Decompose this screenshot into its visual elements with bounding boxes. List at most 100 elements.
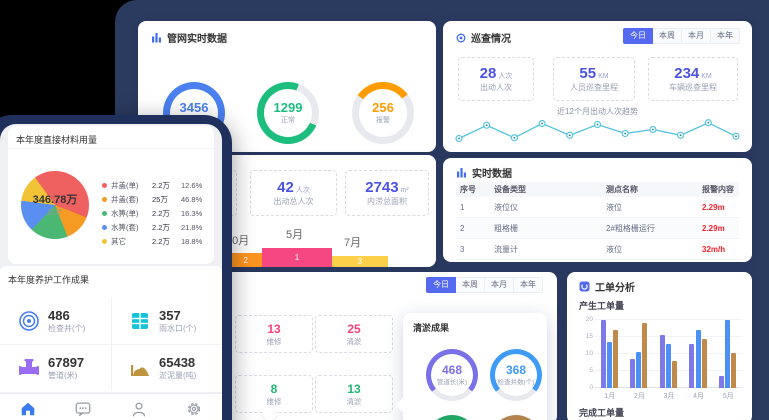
legend-name: 井盖(套) — [111, 194, 139, 204]
bar-series-purple-3月 — [659, 335, 665, 388]
legend-value: 2.2万 — [152, 222, 170, 232]
stat-unit: 人次 — [498, 73, 513, 80]
stat-label: 清淤 — [346, 336, 362, 346]
result-value: 486 — [48, 307, 70, 323]
bar-series-blue-4月 — [695, 330, 701, 388]
card-title: 管网实时数据 — [167, 34, 227, 45]
stat-box-person-km: 55 KM 人员巡查里程 — [553, 57, 635, 101]
manhole-count-gauge: 368 检查井数(个) — [490, 349, 542, 401]
tab-today[interactable]: 今日 — [623, 28, 653, 44]
col-no: 序号 — [460, 185, 476, 194]
tab-today[interactable]: 今日 — [426, 277, 456, 293]
stat-value: 28 — [479, 65, 497, 82]
legend-name: 水箅(套) — [111, 222, 139, 232]
card-title: 本年度养护工作成果 — [8, 275, 90, 285]
podium-month: 5月 — [286, 229, 304, 241]
stat-box-vehicle-km: 234 KM 车辆巡查里程 — [648, 57, 738, 101]
stat-value: 25 — [347, 321, 361, 336]
stat-unit: m² — [400, 187, 409, 194]
bar-series-purple-4月 — [689, 343, 695, 388]
bar-series-blue-1月 — [606, 342, 612, 388]
stat-label: 人员巡查里程 — [570, 83, 618, 92]
cell-alarm: 32m/h — [702, 244, 726, 254]
legend-item: 其它 2.2万 18.8% — [102, 234, 202, 248]
bar-series-tan-1月 — [612, 330, 618, 388]
legend-value: 2.2万 — [152, 208, 170, 218]
legend-item: 井盖(套) 25万 46.8% — [102, 192, 202, 206]
stat-label: 清淤 — [346, 396, 362, 406]
material-usage-card: 本年度直接材料用量 346.78万 总计 井盖(单) 2.2万 12.6% 井盖(套… — [8, 126, 214, 264]
trend-chart-title: 近12个月出动人次趋势 — [557, 107, 638, 116]
ring-value: 3456 — [179, 100, 209, 115]
patrol-period-tabs: 今日 本周 本月 本年 — [623, 28, 740, 44]
phone-screen: 本年度直接材料用量 346.78万 总计 井盖(单) 2.2万 12.6% 井盖(套… — [0, 124, 222, 420]
legend-value: 2.2万 — [152, 180, 170, 190]
stat-box-total-dispatch: 42 人次 出动总人次 — [250, 170, 337, 216]
legend-item: 井盖(单) 2.2万 12.6% — [102, 178, 202, 192]
gauge-label: 检查井数(个) — [497, 378, 535, 386]
stat-value: 13 — [347, 381, 361, 396]
nav-item-home[interactable] — [19, 400, 37, 418]
result-item: 67897 管道(米) — [0, 345, 111, 391]
card-title: 巡查情况 — [471, 34, 511, 45]
stat-unit: 人次 — [295, 187, 310, 194]
stat-box-repair-1: 13 维修 — [235, 315, 313, 353]
bar-series-blue-3月 — [665, 343, 671, 388]
nav-item-settings[interactable] — [185, 400, 203, 418]
stat-value: 42 — [277, 179, 294, 196]
legend-value: 2.2万 — [152, 236, 170, 246]
bar-chart-x-labels: 1月 2月 3月 4月 5月 — [604, 393, 734, 400]
result-label: 管道(米) — [48, 371, 78, 381]
dispatch-trend-line-chart — [455, 119, 740, 143]
realtime-data-card: 实时数据 序号 设备类型 测点名称 报警内容 1 液位仪 液位 2.29m 2 … — [443, 158, 752, 262]
gauge-clipped-green — [426, 415, 478, 420]
stat-label: 维修 — [266, 396, 282, 406]
bar-chart-icon — [456, 167, 467, 178]
result-item: 486 检查井(个) — [0, 298, 111, 344]
stat-value: 234 — [674, 65, 700, 82]
result-label: 淤泥量(吨) — [159, 371, 197, 381]
legend-pct: 46.8% — [181, 194, 203, 204]
donut-total-label: 总计 — [47, 206, 63, 216]
work-order-card: 工单分析 产生工单量 0 5 10 15 20 1月 2月 3月 4月 5月 完成工单量 — [567, 272, 752, 420]
legend-item: 水箅(单) 2.2万 16.3% — [102, 206, 202, 220]
tab-week[interactable]: 本周 — [653, 28, 682, 44]
tab-week[interactable]: 本周 — [456, 277, 485, 293]
podium-rank: 1 — [294, 253, 300, 262]
table-row: 1 液位仪 液位 2.29m — [456, 197, 739, 218]
patrol-status-card: 巡查情况 今日 本周 本月 本年 28 人次 出动人次 55 KM 人员巡查里程 2… — [443, 21, 752, 152]
legend-dot — [102, 196, 107, 202]
ring-value: 1299 — [273, 100, 303, 115]
tab-year[interactable]: 本年 — [514, 277, 543, 293]
generated-orders-bar-chart: 0 5 10 15 20 1月 2月 3月 4月 5月 — [579, 316, 747, 402]
tab-month[interactable]: 本月 — [682, 28, 711, 44]
stat-label: 内涝总面积 — [367, 197, 407, 206]
stat-box-dispatch: 28 人次 出动人次 — [458, 57, 534, 101]
normal-points-ring: 1299 正常 — [257, 82, 319, 144]
stat-label: 车辆巡查里程 — [669, 83, 717, 92]
card-title: 本年度直接材料用量 — [16, 135, 98, 145]
gauge-value: 368 — [505, 362, 527, 377]
table-header-row: 序号 设备类型 测点名称 报警内容 — [456, 182, 739, 197]
phone-nav-bar — [0, 393, 222, 420]
result-item: 357 雨水口(个) — [111, 298, 222, 344]
nav-item-messages[interactable] — [74, 400, 92, 418]
manhole-icon — [18, 310, 40, 332]
divider — [0, 344, 222, 345]
cell-type: 流量计 — [494, 244, 518, 254]
legend-pct: 21.8% — [181, 222, 203, 232]
clipboard-icon — [579, 281, 590, 292]
legend-dot — [102, 238, 107, 244]
rain-inlet-icon — [129, 310, 151, 332]
chart-title-completed: 完成工单量 — [579, 408, 625, 418]
pipe-icon — [18, 357, 40, 379]
nav-item-profile[interactable] — [130, 400, 148, 418]
tab-year[interactable]: 本年 — [711, 28, 740, 44]
donut-total: 346.78万 — [32, 193, 78, 206]
cell-alarm: 2.29m — [702, 202, 725, 212]
target-icon — [456, 33, 466, 43]
cell-no: 2 — [460, 223, 465, 233]
col-device-type: 设备类型 — [494, 185, 526, 194]
material-donut-chart: 346.78万 总计 — [21, 171, 89, 239]
tab-month[interactable]: 本月 — [485, 277, 514, 293]
